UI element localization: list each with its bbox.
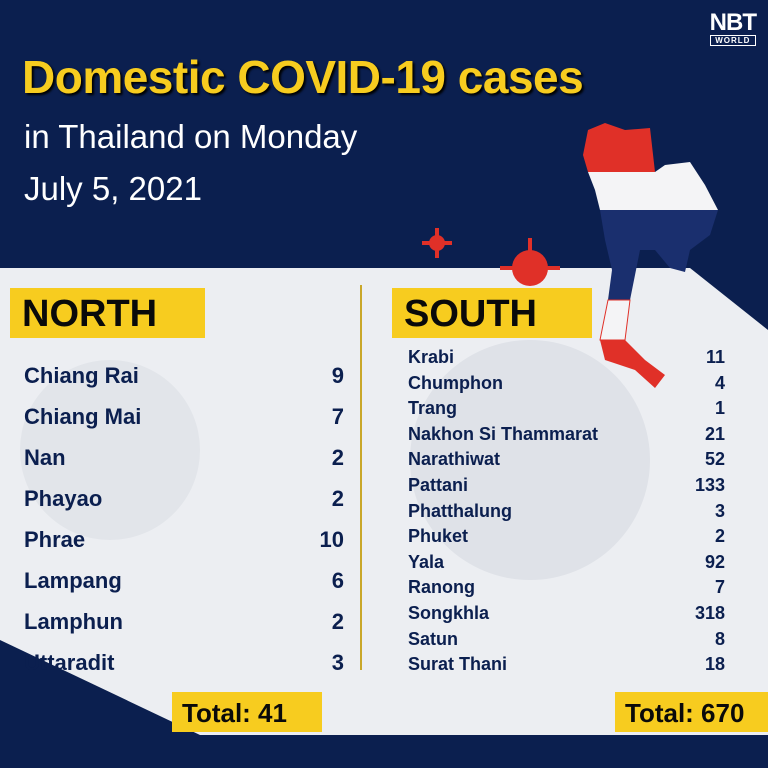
- north-row: Uttaradit 3: [24, 650, 344, 676]
- divider: [360, 285, 362, 670]
- north-row: Phrae 10: [24, 527, 344, 553]
- logo-text: NBT: [709, 9, 757, 36]
- province-name: Nan: [24, 445, 66, 470]
- south-row: Krabi 11: [408, 347, 725, 368]
- case-count: 2: [331, 486, 344, 511]
- province-name: Narathiwat: [408, 449, 501, 470]
- virus-icon: [422, 228, 560, 286]
- south-row: Yala 92: [408, 552, 725, 573]
- province-name: Ranong: [408, 577, 475, 598]
- case-count: 3: [331, 650, 344, 675]
- case-count: 318: [694, 603, 725, 623]
- south-row: Ranong 7: [408, 577, 725, 598]
- province-name: Yala: [408, 551, 445, 572]
- case-count: 2: [331, 445, 344, 470]
- case-count: 11: [705, 347, 725, 367]
- province-name: Pattani: [408, 475, 469, 495]
- case-count: 9: [331, 363, 344, 388]
- case-count: 7: [331, 404, 344, 429]
- south-row: Nakhon Si Thammarat 21: [408, 424, 725, 445]
- province-name: Trang: [408, 398, 458, 419]
- south-row: Trang 1: [408, 398, 725, 419]
- province-name: Krabi: [408, 347, 455, 367]
- south-row: Satun 8: [408, 629, 725, 650]
- province-name: Chumphon: [408, 372, 503, 393]
- province-name: Chiang Mai: [24, 404, 142, 429]
- north-row: Lampang 6: [24, 568, 344, 594]
- south-row: Phuket 2: [408, 526, 725, 547]
- case-count: 4: [714, 372, 725, 393]
- province-name: Nakhon Si Thammarat: [408, 423, 599, 444]
- province-name: Phuket: [408, 526, 469, 547]
- case-count: 92: [704, 551, 725, 572]
- province-name: Phrae: [24, 527, 86, 552]
- province-name: Lampang: [24, 568, 122, 593]
- case-count: 52: [704, 449, 725, 470]
- south-row: Songkhla 318: [408, 603, 725, 624]
- subtitle: in Thailand on Monday: [24, 118, 358, 155]
- nbt-world-logo: NBT WORLD: [709, 9, 757, 46]
- south-row: Surat Thani 18: [408, 654, 725, 675]
- case-count: 133: [694, 475, 725, 495]
- case-count: 21: [704, 423, 725, 444]
- thailand-flag-map-icon: [583, 123, 718, 388]
- province-name: Phayao: [24, 486, 103, 511]
- date: July 5, 2021: [24, 170, 202, 207]
- north-row: Phayao 2: [24, 486, 344, 512]
- case-count: 3: [714, 500, 725, 521]
- south-row: Pattani 133: [408, 475, 725, 496]
- case-count: 10: [319, 527, 344, 552]
- virus-watermark: [20, 360, 200, 540]
- north-row: Chiang Mai 7: [24, 404, 344, 430]
- province-name: Phatthalung: [408, 500, 512, 521]
- page-title: Domestic COVID-19 cases: [22, 51, 584, 103]
- north-row: Nan 2: [24, 445, 344, 471]
- province-name: Uttaradit: [24, 650, 115, 675]
- south-header: SOUTH: [392, 288, 592, 338]
- north-header: NORTH: [10, 288, 205, 338]
- province-name: Surat Thani: [408, 654, 508, 675]
- case-count: 6: [331, 568, 344, 593]
- province-name: Chiang Rai: [24, 363, 139, 388]
- province-name: Songkhla: [408, 603, 490, 623]
- north-total: Total: 41: [172, 692, 322, 732]
- case-count: 8: [714, 628, 725, 649]
- case-count: 2: [714, 526, 725, 547]
- province-name: Satun: [408, 628, 459, 649]
- south-row: Chumphon 4: [408, 373, 725, 394]
- north-row: Lamphun 2: [24, 609, 344, 635]
- north-row: Chiang Rai 9: [24, 363, 344, 389]
- south-row: Phatthalung 3: [408, 501, 725, 522]
- logo-subtext: WORLD: [709, 35, 756, 46]
- virus-watermark: [410, 340, 650, 580]
- province-name: Lamphun: [24, 609, 123, 634]
- south-total: Total: 670: [615, 692, 768, 732]
- case-count: 7: [714, 577, 725, 598]
- case-count: 2: [331, 609, 344, 634]
- case-count: 1: [714, 398, 725, 419]
- south-row: Narathiwat 52: [408, 449, 725, 470]
- case-count: 18: [704, 654, 725, 675]
